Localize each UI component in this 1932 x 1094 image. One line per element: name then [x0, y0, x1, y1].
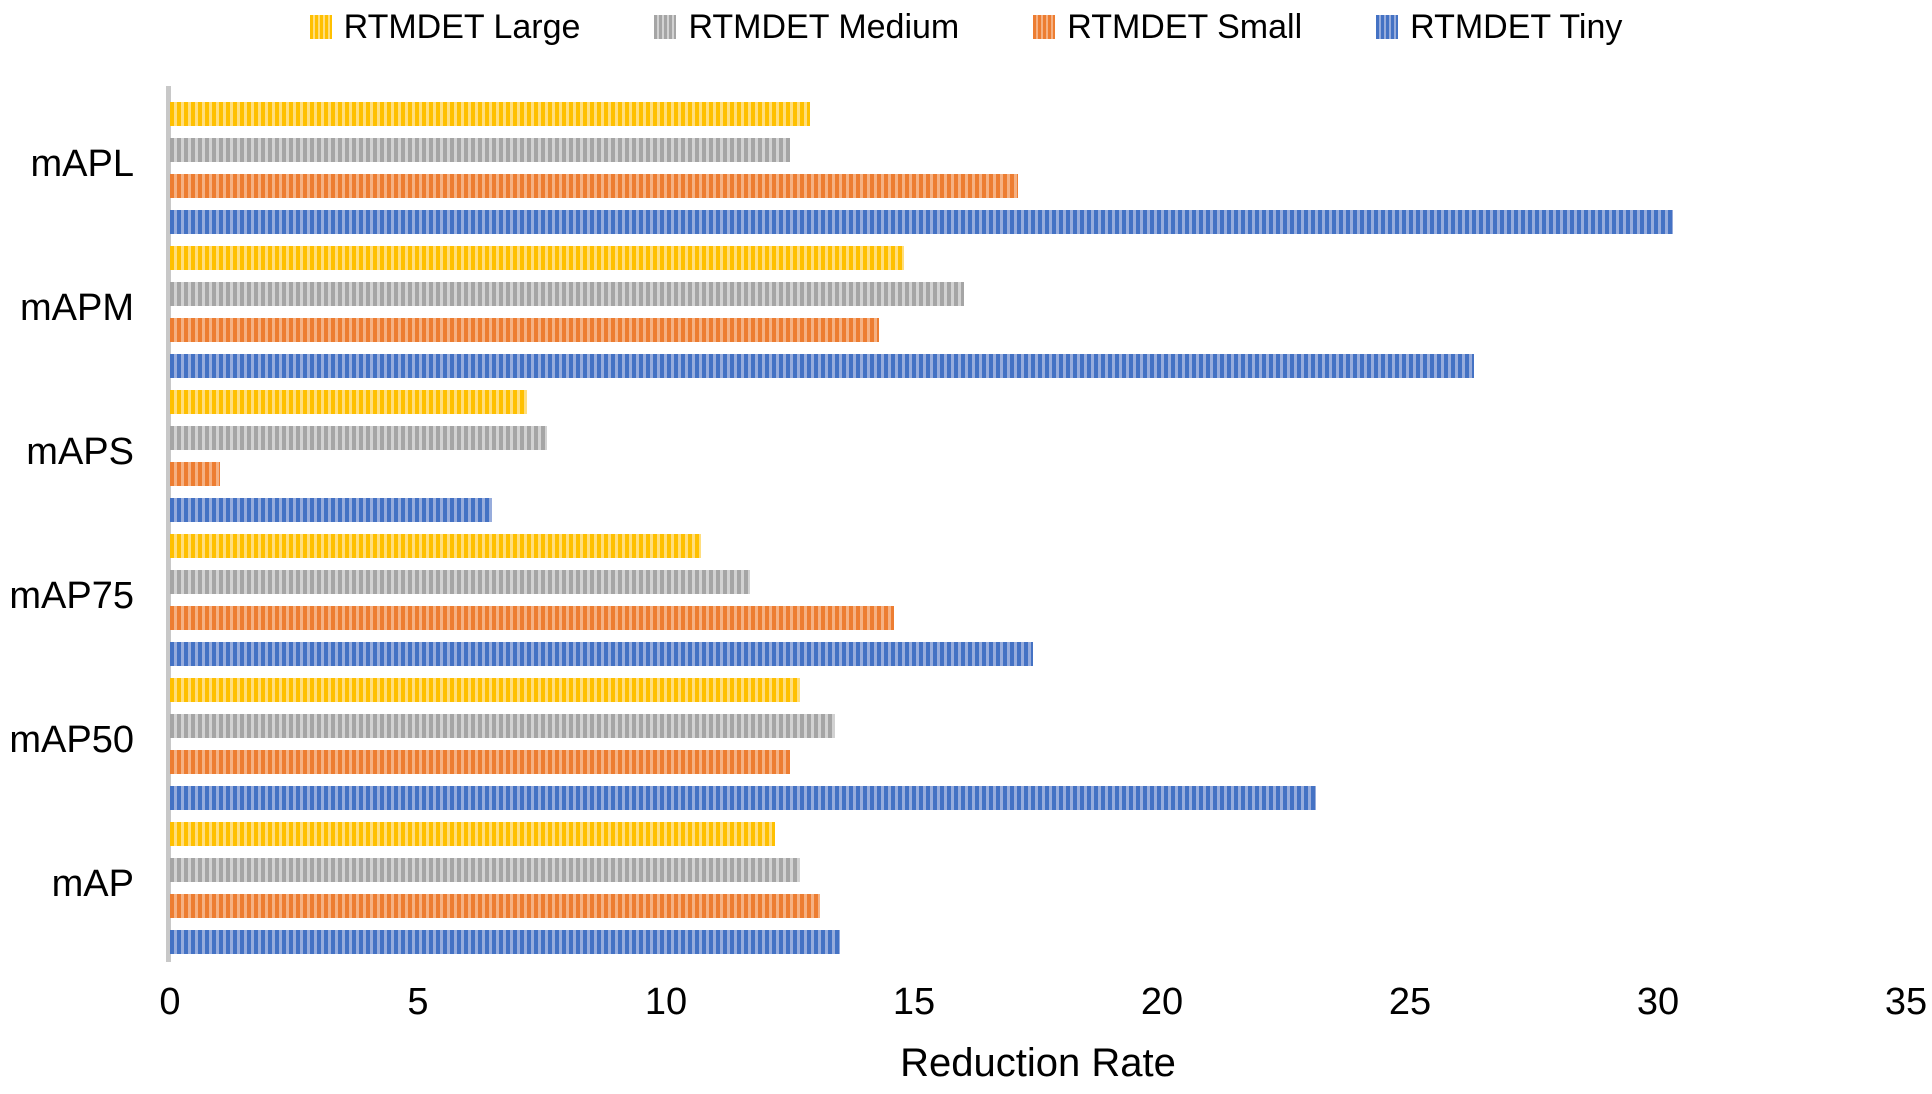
legend-label: RTMDET Tiny	[1410, 8, 1623, 46]
bar-map-rtmdet-large	[170, 822, 775, 846]
legend-item-rtmdet-small: RTMDET Small	[1033, 10, 1302, 44]
x-axis-title: Reduction Rate	[900, 1041, 1176, 1085]
bar-map-rtmdet-small	[170, 894, 820, 918]
bar-map50-rtmdet-tiny	[170, 786, 1316, 810]
legend-label: RTMDET Small	[1067, 8, 1303, 46]
legend-label: RTMDET Medium	[688, 8, 960, 46]
bar-mapl-rtmdet-small	[170, 174, 1018, 198]
legend-swatch-icon	[1376, 15, 1399, 39]
x-tick-30: 30	[1636, 981, 1680, 1023]
legend-swatch-icon	[309, 15, 332, 39]
bar-map75-rtmdet-medium	[170, 570, 750, 594]
legend-item-rtmdet-tiny: RTMDET Tiny	[1376, 10, 1622, 44]
x-tick-15: 15	[892, 981, 936, 1023]
bar-mapl-rtmdet-tiny	[170, 210, 1673, 234]
bar-maps-rtmdet-small	[170, 462, 220, 486]
bar-map-rtmdet-medium	[170, 858, 800, 882]
x-tick-35: 35	[1884, 981, 1928, 1023]
x-tick-0: 0	[159, 981, 181, 1023]
category-label-map50: mAP50	[9, 719, 134, 761]
category-label-map: mAP	[51, 863, 134, 905]
bar-mapl-rtmdet-large	[170, 102, 810, 126]
category-label-mapm: mAPM	[20, 287, 134, 329]
y-axis-line	[166, 86, 171, 962]
x-tick-20: 20	[1140, 981, 1184, 1023]
legend-label: RTMDET Large	[343, 8, 581, 46]
bar-mapm-rtmdet-large	[170, 246, 904, 270]
bar-map75-rtmdet-small	[170, 606, 894, 630]
chart-legend: RTMDET Large RTMDET Medium RTMDET Small RTM…	[0, 4, 1932, 50]
legend-swatch-icon	[654, 15, 677, 39]
x-tick-25: 25	[1388, 981, 1432, 1023]
category-label-maps: mAPS	[26, 431, 134, 473]
legend-item-rtmdet-large: RTMDET Large	[309, 8, 581, 46]
category-label-mapl: mAPL	[30, 143, 134, 185]
bar-map50-rtmdet-large	[170, 678, 800, 702]
bar-maps-rtmdet-tiny	[170, 498, 492, 522]
legend-item-rtmdet-medium: RTMDET Medium	[654, 10, 959, 44]
bar-map75-rtmdet-tiny	[170, 642, 1033, 666]
category-label-map75: mAP75	[9, 575, 134, 617]
bar-map-rtmdet-tiny	[170, 930, 840, 954]
x-tick-5: 5	[407, 981, 429, 1023]
legend-swatch-icon	[1033, 15, 1056, 39]
x-tick-10: 10	[644, 981, 688, 1023]
bar-map50-rtmdet-small	[170, 750, 790, 774]
bar-mapl-rtmdet-medium	[170, 138, 790, 162]
bar-mapm-rtmdet-small	[170, 318, 879, 342]
bar-mapm-rtmdet-tiny	[170, 354, 1474, 378]
bar-map75-rtmdet-large	[170, 534, 701, 558]
bar-maps-rtmdet-large	[170, 390, 527, 414]
bar-maps-rtmdet-medium	[170, 426, 547, 450]
bar-map50-rtmdet-medium	[170, 714, 835, 738]
bar-mapm-rtmdet-medium	[170, 282, 964, 306]
